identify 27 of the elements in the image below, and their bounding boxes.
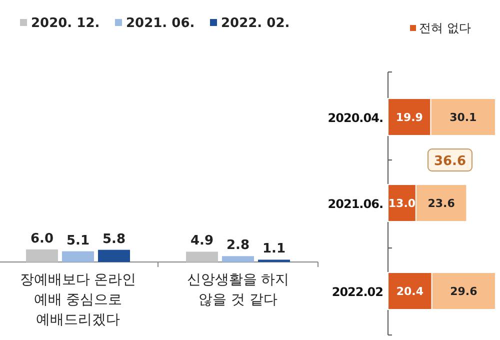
data-label: 23.6	[428, 197, 456, 210]
bar	[222, 256, 254, 262]
data-label: 1.1	[262, 242, 286, 257]
legend-label: 2022. 02.	[221, 16, 290, 31]
x-tick-label: 신앙생활을 하지 않을 것 같다	[186, 272, 290, 308]
x-tick-label: 장예배보다 온라인 예배 중심으로 예배드리겠다	[20, 272, 136, 328]
data-label: 4.9	[190, 234, 214, 249]
data-label: 2.8	[226, 238, 250, 254]
bar	[186, 252, 218, 262]
data-label: 5.8	[102, 232, 126, 247]
y-tick-label: 2020.04.	[328, 111, 383, 125]
annotation: 36.6	[434, 154, 466, 169]
data-label: 13.0	[388, 197, 416, 210]
data-label: 5.1	[66, 233, 90, 248]
data-label: 20.4	[396, 285, 424, 298]
y-tick-label: 2021.06.	[328, 197, 383, 211]
data-label: 19.9	[396, 111, 423, 124]
data-label: 29.6	[450, 285, 478, 298]
legend-label: 전혀 없다	[419, 21, 471, 35]
y-tick-label: 2022.02	[332, 285, 384, 299]
bar	[26, 249, 58, 262]
legend-label: 2021. 06.	[126, 16, 195, 31]
bar	[62, 251, 94, 262]
data-label: 30.1	[450, 111, 477, 124]
legend-label: 2020. 12.	[31, 16, 100, 31]
data-label: 6.0	[30, 231, 54, 246]
bar	[98, 250, 130, 262]
